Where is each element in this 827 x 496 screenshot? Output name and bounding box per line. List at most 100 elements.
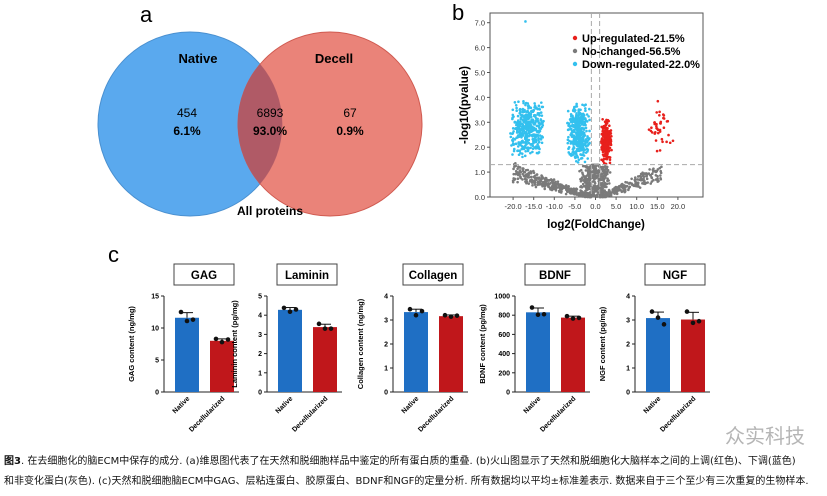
bar-chart-bdnf: BDNF 0 200 400 600 800 1000 BDNF content (pg/mg…	[478, 263, 590, 434]
volcano-point-down	[577, 158, 581, 162]
volcano-point-none	[519, 175, 522, 178]
volcano-point-none	[636, 175, 640, 178]
volcano-point-none	[576, 193, 580, 196]
volcano-point-none	[540, 177, 543, 181]
volcano-point-down	[533, 114, 537, 117]
chart-title: BDNF	[539, 270, 571, 282]
data-point	[661, 322, 667, 327]
volcano-point-none	[567, 188, 570, 191]
volcano-point-down	[580, 139, 584, 142]
volcano-point-down	[530, 118, 533, 122]
x-tick-label: Decellularized	[291, 395, 329, 433]
panel-label-c: c	[108, 242, 119, 267]
volcano-point-down	[514, 103, 518, 107]
volcano-point-up	[661, 140, 664, 144]
volcano-point-none	[630, 182, 634, 186]
volcano-point-none	[648, 168, 651, 171]
volcano-point-none	[554, 185, 557, 189]
volcano-point-down	[568, 118, 572, 121]
volcano-point-none	[595, 193, 599, 197]
volcano-point-down	[522, 141, 526, 144]
chart-title: NGF	[663, 270, 687, 282]
volcano-point-down	[586, 135, 589, 138]
volcano-point-none	[656, 168, 660, 171]
volcano-point-none	[526, 175, 530, 179]
volcano-point-none	[604, 165, 608, 169]
volcano-point-up	[606, 119, 609, 123]
volcano-point-down	[534, 116, 538, 120]
volcano-point-down	[572, 146, 576, 150]
volcano-point-none	[608, 182, 611, 185]
volcano-point-down	[515, 123, 518, 127]
volcano-point-down	[569, 115, 573, 118]
y-tick-label: 10	[151, 326, 159, 333]
volcano-point-up	[600, 145, 603, 149]
volcano-point-none	[592, 179, 595, 183]
volcano-point-none	[601, 186, 604, 190]
volcano-point-none	[606, 170, 609, 174]
volcano-point-up	[605, 149, 609, 153]
volcano-point-none	[526, 168, 530, 172]
volcano-point-down	[531, 127, 535, 131]
volcano-point-down	[540, 135, 544, 138]
volcano-point-none	[566, 190, 569, 194]
volcano-point-down	[512, 149, 516, 153]
volcano-point-down	[534, 147, 538, 150]
caption-line-2: 和非变化蛋白(灰色). (c)天然和脱细胞脑ECM中GAG、层粘连蛋白、胶原蛋白…	[4, 476, 809, 487]
y-axis-label: BDNF content (pg/mg)	[478, 304, 487, 384]
data-point	[219, 339, 225, 345]
volcano-point-none	[585, 195, 588, 199]
volcano-point-none	[513, 177, 517, 181]
volcano-point-down	[511, 131, 515, 135]
volcano-point-none	[521, 178, 524, 181]
volcano-point-up	[603, 140, 606, 143]
volcano-point-down	[542, 119, 545, 123]
volcano-point-down	[530, 129, 533, 133]
volcano-point-none	[646, 181, 649, 184]
volcano-point-none	[630, 177, 633, 181]
bar-decellularized	[313, 327, 337, 392]
volcano-point-none	[572, 187, 576, 191]
volcano-point-down	[530, 133, 534, 137]
volcano-point-up	[604, 123, 608, 127]
volcano-point-none	[547, 178, 551, 182]
legend-label: Down-regulated-22.0%	[582, 59, 700, 71]
volcano-point-down	[577, 108, 581, 111]
volcano-point-down	[531, 120, 535, 124]
x-tick-label: Decellularized	[539, 395, 577, 433]
panel-label-b: b	[452, 0, 464, 25]
volcano-point-down	[521, 129, 525, 133]
volcano-point-up	[662, 114, 666, 117]
data-point	[322, 326, 328, 331]
volcano-point-none	[599, 192, 603, 196]
volcano-point-down	[537, 104, 541, 108]
volcano-point-none	[536, 176, 539, 180]
volcano-point-down	[537, 138, 540, 142]
volcano-point-none	[525, 173, 528, 177]
volcano-point-none	[600, 172, 603, 175]
data-point	[184, 318, 190, 324]
volcano-point-down	[576, 156, 580, 159]
volcano-point-up	[656, 99, 660, 103]
volcano-point-none	[591, 170, 595, 173]
volcano-point-none	[603, 181, 607, 185]
volcano-point-up	[604, 128, 608, 131]
volcano-point-down	[511, 117, 514, 121]
volcano-point-down	[583, 160, 587, 164]
x-tick-label: Native	[401, 395, 421, 415]
volcano-point-none	[529, 175, 533, 179]
volcano-point-down	[534, 119, 538, 123]
volcano-point-none	[639, 174, 642, 178]
y-tick-label: 1	[626, 366, 630, 373]
volcano-point-none	[534, 181, 537, 184]
volcano-point-none	[548, 186, 552, 190]
volcano-point-none	[555, 182, 558, 186]
volcano-point-none	[534, 185, 538, 189]
y-axis-label: Collagen content (ng/mg)	[356, 298, 365, 389]
y-tick-label: 1	[384, 366, 388, 373]
volcano-point-down	[532, 137, 535, 141]
y-tick-label: 3.0	[475, 118, 485, 127]
volcano-point-down	[511, 127, 515, 130]
volcano-point-down	[536, 151, 540, 155]
volcano-point-down	[516, 149, 519, 153]
